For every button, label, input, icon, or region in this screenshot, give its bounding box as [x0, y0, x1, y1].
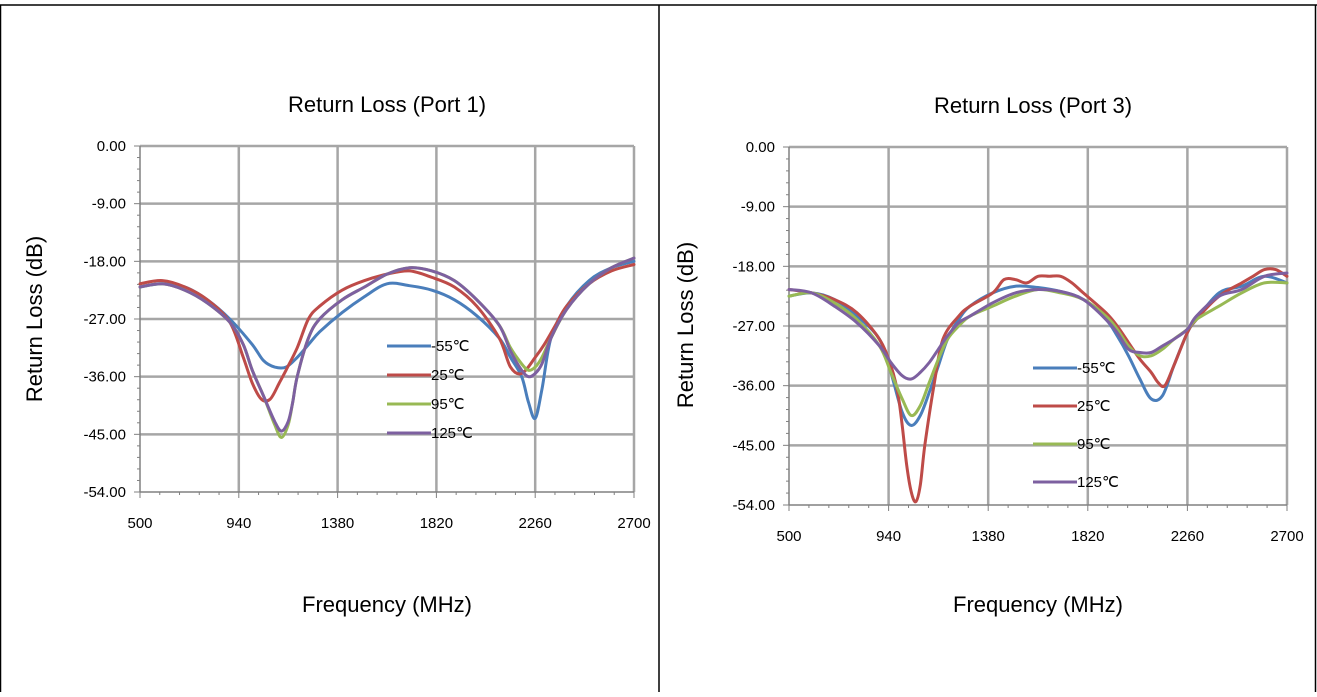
y-tick-labels: 0.00 -9.00 -18.00 -27.00 -36.00 -45.00 -54.00	[732, 139, 775, 514]
x-tick-labels: 500 940 1380 1820 2260 2700	[776, 528, 1303, 545]
series-lines	[138, 256, 636, 439]
axis-ticks	[783, 146, 1288, 511]
x-axis-label: Frequency (MHz)	[302, 592, 472, 617]
chart-title: Return Loss (Port 1)	[288, 92, 486, 117]
x-tick-label: 1820	[1071, 528, 1104, 545]
series-lines	[787, 267, 1289, 504]
legend: -55℃ 25℃ 95℃ 125℃	[1033, 360, 1119, 491]
chart-title: Return Loss (Port 3)	[934, 93, 1132, 118]
x-tick-label: 2260	[1171, 528, 1204, 545]
y-tick-label: 0.00	[746, 139, 775, 156]
y-tick-label: -45.00	[83, 426, 126, 443]
x-tick-label: 1820	[420, 515, 453, 532]
gridlines	[140, 144, 636, 492]
x-tick-labels: 500 940 1380 1820 2260 2700	[127, 515, 650, 532]
y-tick-label: -18.00	[732, 258, 775, 275]
y-axis-label: Return Loss (dB)	[22, 236, 47, 402]
y-tick-labels: 0.00 -9.00 -18.00 -27.00 -36.00 -45.00 -54.00	[83, 138, 126, 501]
x-tick-label: 2700	[617, 515, 650, 532]
x-tick-label: 1380	[972, 528, 1005, 545]
x-axis-label: Frequency (MHz)	[953, 592, 1123, 617]
series-line-0	[138, 259, 636, 421]
y-tick-label: -18.00	[83, 253, 126, 270]
series-line-3	[138, 256, 636, 433]
legend-label: -55℃	[1077, 360, 1116, 377]
gridlines	[789, 145, 1289, 505]
y-tick-label: -54.00	[732, 497, 775, 514]
chart-port-3: Return Loss (Port 3) Return Loss (dB) Fr…	[673, 93, 1304, 617]
legend-label: 25℃	[431, 367, 465, 384]
y-tick-label: 0.00	[97, 138, 126, 155]
chart-port-1: Return Loss (Port 1) Return Loss (dB) Fr…	[22, 92, 651, 617]
legend: -55℃ 25℃ 95℃ 125℃	[387, 338, 473, 442]
x-tick-label: 2260	[519, 515, 552, 532]
y-tick-label: -9.00	[741, 199, 775, 216]
series-line-0	[787, 274, 1289, 427]
legend-label: 95℃	[431, 396, 465, 413]
y-tick-label: -54.00	[83, 484, 126, 501]
x-tick-label: 500	[776, 528, 801, 545]
y-tick-label: -9.00	[92, 196, 126, 213]
y-axis-label: Return Loss (dB)	[673, 242, 698, 408]
y-tick-label: -36.00	[732, 378, 775, 395]
legend-label: -55℃	[431, 338, 470, 355]
series-line-1	[138, 263, 636, 403]
y-tick-label: -45.00	[732, 437, 775, 454]
x-tick-label: 1380	[321, 515, 354, 532]
x-tick-label: 940	[226, 515, 251, 532]
y-tick-label: -27.00	[732, 318, 775, 335]
legend-label: 125℃	[431, 425, 473, 442]
legend-label: 25℃	[1077, 398, 1111, 415]
x-tick-label: 2700	[1270, 528, 1303, 545]
legend-label: 125℃	[1077, 474, 1119, 491]
axis-ticks	[134, 145, 635, 498]
y-tick-label: -27.00	[83, 311, 126, 328]
y-tick-label: -36.00	[83, 369, 126, 386]
legend-label: 95℃	[1077, 436, 1111, 453]
x-tick-label: 940	[876, 528, 901, 545]
series-line-3	[787, 271, 1289, 381]
x-tick-label: 500	[127, 515, 152, 532]
series-line-1	[787, 267, 1289, 504]
